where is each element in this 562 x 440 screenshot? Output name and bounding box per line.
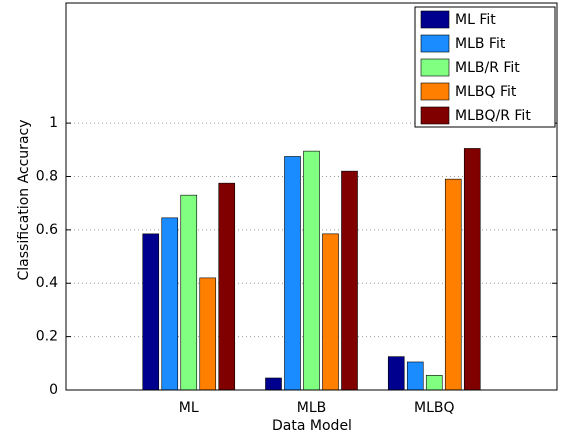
y-axis-label: Classification Accuracy xyxy=(16,120,32,281)
legend-label: MLB Fit xyxy=(455,36,506,52)
legend-swatch xyxy=(420,58,450,77)
y-tick-label: 0.8 xyxy=(36,168,58,184)
bar xyxy=(180,194,198,391)
bar xyxy=(387,356,405,391)
x-tick-label: ML xyxy=(179,400,199,416)
bar xyxy=(161,217,179,391)
y-tick-label: 0 xyxy=(49,382,58,398)
legend-label: MLBQ Fit xyxy=(455,84,517,100)
bar xyxy=(265,377,282,391)
bar xyxy=(444,178,462,391)
legend-label: ML Fit xyxy=(455,12,496,28)
legend-swatch xyxy=(420,34,450,53)
legend-label: MLB/R Fit xyxy=(455,60,520,76)
x-tick-label: MLB xyxy=(297,400,326,416)
bar xyxy=(142,233,160,391)
plot-frame xyxy=(65,2,558,391)
bar xyxy=(406,361,424,391)
bar xyxy=(199,277,217,391)
bar xyxy=(303,150,320,391)
legend-label: MLBQ/R Fit xyxy=(455,108,531,124)
bar xyxy=(218,182,236,391)
x-axis-label: Data Model xyxy=(272,418,352,434)
bar xyxy=(341,170,358,391)
y-tick-label: 0.4 xyxy=(36,275,58,291)
y-tick-label: 0.2 xyxy=(36,329,58,345)
legend-swatch xyxy=(420,106,450,125)
legend-swatch xyxy=(420,10,450,29)
x-tick-label: MLBQ xyxy=(414,400,455,416)
bar xyxy=(284,156,301,391)
bar xyxy=(322,233,339,391)
legend-swatch xyxy=(420,82,450,101)
y-tick-label: 1 xyxy=(49,115,58,131)
y-tick-label: 0.6 xyxy=(36,222,58,238)
bar xyxy=(425,375,443,391)
bar xyxy=(463,148,481,391)
